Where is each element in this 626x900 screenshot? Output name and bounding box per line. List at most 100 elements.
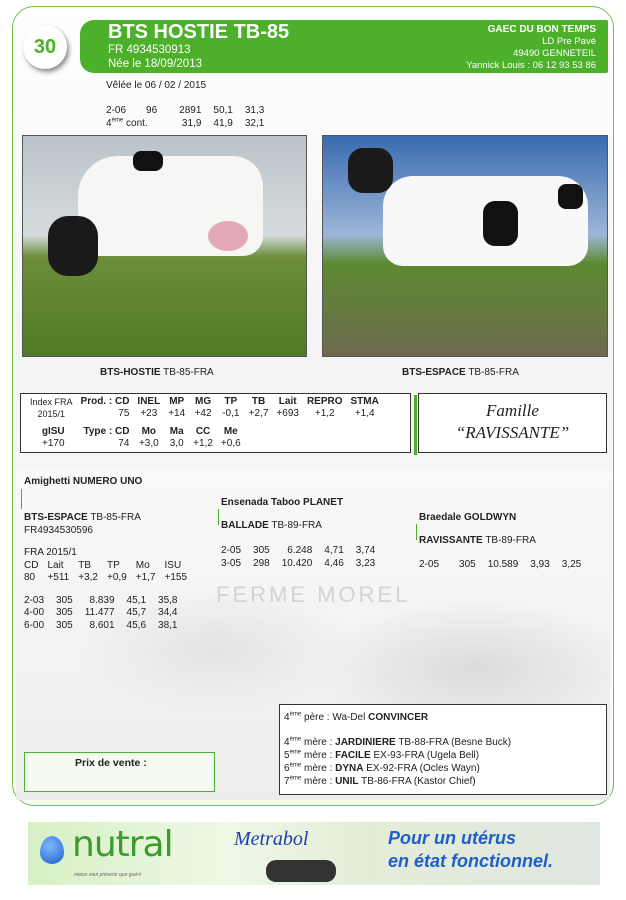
cow-spot — [483, 201, 518, 246]
cell: 10.589 — [487, 559, 519, 570]
sire-block: BTS-ESPACE TB-85-FRA FR4934530596 FRA 20… — [24, 512, 209, 632]
role: père : — [301, 712, 333, 723]
lactation-row: 2-06 96 2891 50,1 31,3 — [106, 105, 264, 118]
owner-city: 49490 GENNETEIL — [513, 48, 596, 59]
value: +14 — [168, 408, 186, 419]
photo-caption-left: BTS-HOSTIE TB-85-FRA — [100, 367, 214, 378]
lactation-row: 6-00 305 8.601 45,6 38,1 — [24, 620, 177, 633]
cell: cont. — [123, 117, 148, 129]
cell: 305 — [459, 559, 476, 570]
lactation-row: 2-05 305 10.589 3,93 3,25 — [419, 559, 581, 572]
type-cd: 74 — [118, 438, 130, 449]
cow-spot — [558, 184, 583, 209]
dam-lactations: 2-05 305 6.248 4,71 3,74 3-05 298 10.420 4,46 3,… — [221, 545, 375, 570]
cell: 50,1 — [213, 105, 233, 116]
ancestor-detail: EX-92-FRA (Ocles Wayn) — [363, 763, 480, 774]
prefix: Wa-Del — [332, 712, 369, 723]
index-table: Index FRA Prod. : CD INEL MP MG TP TB La… — [26, 396, 383, 450]
cell: 35,8 — [158, 594, 178, 606]
cell: 6-00 — [24, 619, 45, 631]
sire-index: CD Lait TB TP Mo ISU 80 +511 +3,2 +0,9 +… — [24, 560, 187, 585]
value: +0,6 — [220, 438, 241, 449]
owner-contact: Yannick Louis : 06 12 93 53 86 — [466, 60, 596, 71]
ad-banner[interactable]: Nutral mieux vaut prévenir que guérir Me… — [28, 822, 600, 885]
ancestors-box: 4ème père : Wa-Del CONVINCER 4ème mère :… — [279, 704, 607, 795]
role: mère : — [301, 763, 336, 774]
value: +3,2 — [78, 572, 98, 583]
cell: 96 — [146, 105, 158, 116]
header: CC — [195, 426, 211, 437]
cell: 32,1 — [244, 117, 265, 129]
dam-sire: Ensenada Taboo PLANET — [221, 497, 344, 508]
cell: 2-05 — [221, 545, 242, 556]
animal-id: FR 4934530913 — [108, 44, 191, 56]
cell: 4,71 — [324, 545, 344, 556]
empty-cell — [245, 438, 383, 450]
calving-date: Vêlée le 06 / 02 / 2015 — [106, 80, 207, 91]
cell: 305 — [56, 594, 73, 606]
ancestor-name: CONVINCER — [368, 712, 429, 723]
header: Mo — [135, 559, 150, 571]
birth-date: Née le 18/09/2013 — [108, 58, 202, 70]
ancestor-name: DYNA — [335, 763, 364, 774]
header: TB — [251, 396, 266, 407]
cell: 45,1 — [126, 594, 147, 606]
cell: 2-03 — [24, 594, 45, 606]
cow-head — [48, 216, 98, 276]
ancestor-name: JARDINIERE — [335, 737, 396, 748]
droplet-icon — [40, 836, 64, 864]
ancestor-detail: TB-88-FRA (Besne Buck) — [395, 737, 512, 748]
value: +693 — [276, 408, 299, 419]
product-image — [266, 860, 336, 882]
lactation-row: 2-03 305 8.839 45,1 35,8 — [24, 595, 177, 608]
role: mère : — [301, 737, 336, 748]
lactation-row: 4-00 305 11.477 45,7 34,4 — [24, 607, 177, 620]
cell: 45,7 — [126, 607, 147, 618]
role: mère : — [301, 776, 336, 787]
cow-head — [348, 148, 393, 193]
cell: 41,9 — [213, 117, 233, 129]
value: +511 — [47, 572, 70, 583]
cell: 38,1 — [158, 619, 178, 631]
sire-index-values: 80 +511 +3,2 +0,9 +1,7 +155 — [24, 572, 187, 585]
header: Mo — [141, 426, 157, 437]
dam-name: BALLADE — [221, 520, 269, 531]
value: +0,9 — [107, 572, 127, 583]
gisu-label: gISU — [41, 426, 65, 437]
cell: 3,93 — [530, 559, 550, 570]
cell: 2-05 — [419, 559, 440, 570]
cell: 45,6 — [126, 619, 147, 631]
gen: 7 — [284, 776, 290, 787]
cell: 11.477 — [84, 607, 115, 618]
cell: 31,3 — [244, 105, 265, 116]
ancestor-name: UNIL — [335, 776, 359, 787]
type-header-row: gISU Type : CD Mo Ma CC Me — [26, 420, 383, 438]
ancestor-row: 6ème mère : DYNA EX-92-FRA (Ocles Wayn) — [284, 762, 602, 775]
family-name: “RAVISSANTE” — [455, 423, 570, 442]
cell: 305 — [253, 545, 270, 556]
dam: BALLADE TB-89-FRA — [221, 520, 322, 533]
gisu-value: +170 — [42, 438, 65, 449]
ad-tagline: mieux vaut prévenir que guérir — [74, 872, 142, 878]
gen-sup: ème — [289, 711, 302, 718]
gen: 5 — [284, 750, 290, 761]
value: -0,1 — [222, 408, 240, 419]
header: INEL — [137, 396, 161, 407]
cell: 6.248 — [287, 545, 313, 556]
sire-index-label: FRA 2015/1 — [24, 547, 77, 558]
gen: 6 — [284, 763, 290, 774]
index-label-1: Index FRA — [30, 397, 73, 407]
ad-slogan-1: Pour un utérus — [388, 828, 517, 848]
divider — [414, 395, 417, 455]
gen-sup: ème — [289, 775, 302, 782]
lot-number: 30 — [23, 25, 67, 69]
header: MG — [194, 396, 212, 407]
value: +23 — [140, 408, 158, 419]
header: Me — [223, 426, 238, 437]
prod-cd: 75 — [118, 408, 130, 419]
value: 80 — [24, 572, 36, 583]
ancestor-row: 5ème mère : FACILE EX-93-FRA (Ugela Bell… — [284, 749, 602, 762]
cell: 3-05 — [221, 557, 242, 569]
header-banner: BTS HOSTIE TB-85 FR 4934530913 Née le 18… — [80, 20, 608, 73]
caption-text: TB-85-FRA — [465, 367, 519, 378]
